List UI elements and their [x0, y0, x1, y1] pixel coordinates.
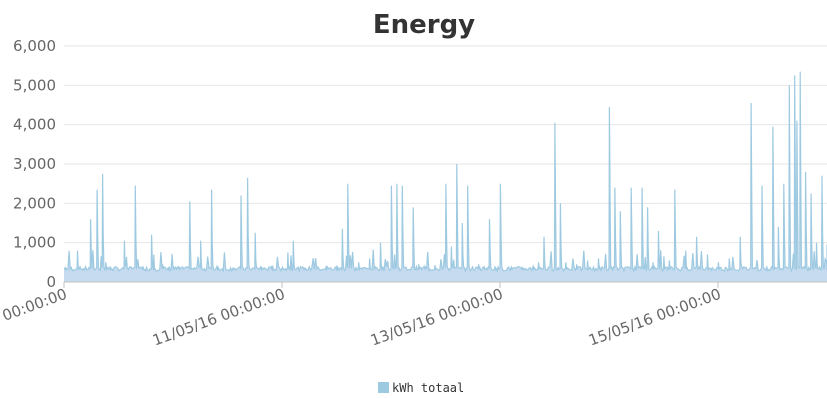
- y-tick-label: 1,000: [13, 234, 56, 252]
- y-axis-ticks: 0 1,000 2,000 3,000 4,000 5,000 6,000: [13, 37, 56, 291]
- y-tick-label: 4,000: [13, 116, 56, 134]
- legend-swatch: [378, 382, 389, 393]
- y-tick-label: 5,000: [13, 76, 56, 94]
- legend[interactable]: kWh totaal: [378, 381, 464, 395]
- chart-grid: [64, 45, 827, 244]
- y-tick-label: 0: [46, 273, 56, 291]
- x-tick-label: 13/05/16 00:00:00: [368, 285, 505, 350]
- series-line-kwh-totaal: [63, 71, 827, 274]
- x-tick-label: 09/05/16 00:00:00: [0, 285, 69, 350]
- y-tick-label: 2,000: [13, 194, 56, 212]
- x-tick-label: 11/05/16 00:00:00: [150, 285, 287, 350]
- legend-label: kWh totaal: [392, 381, 464, 395]
- x-axis-ticks: 09/05/16 00:00:00 11/05/16 00:00:00 13/05/…: [0, 282, 723, 349]
- y-tick-label: 6,000: [13, 37, 56, 55]
- chart-title: Energy: [373, 10, 475, 40]
- series-layer: [63, 71, 827, 282]
- y-tick-label: 3,000: [13, 155, 56, 173]
- x-tick-label: 15/05/16 00:00:00: [586, 285, 723, 350]
